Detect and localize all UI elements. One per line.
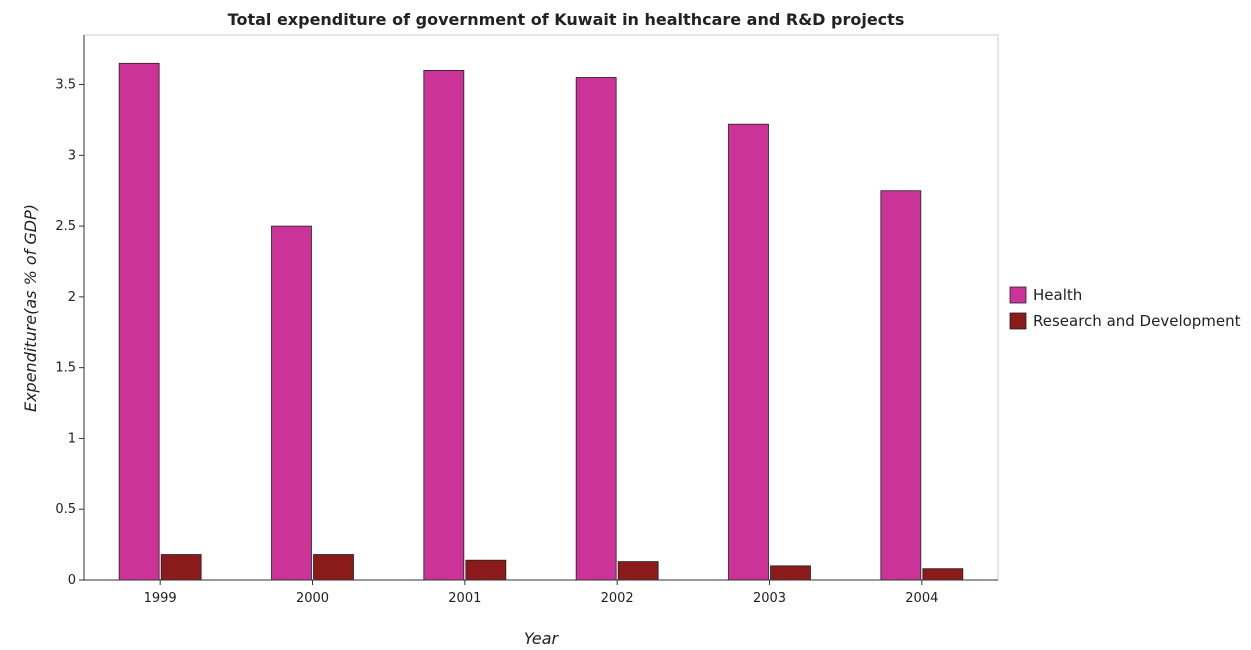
legend-swatch	[1009, 286, 1027, 304]
y-tick-label: 0	[68, 573, 76, 588]
legend-swatch	[1009, 312, 1027, 330]
bar-research-and-development	[313, 554, 354, 581]
bar-research-and-development	[922, 568, 964, 581]
bar-research-and-development	[617, 561, 659, 581]
y-tick-label: 0.5	[55, 502, 76, 517]
chart-title: Total expenditure of government of Kuwai…	[228, 10, 905, 29]
bar-research-and-development	[465, 559, 507, 581]
x-axis: 1999 2000 2001 2002 2003 2004	[84, 579, 998, 606]
x-tick-label: 2004	[905, 591, 938, 606]
y-axis: 0 0.5 1 1.5 2 2.5 3 3.5	[55, 35, 85, 588]
bar-research-and-development	[770, 565, 811, 581]
x-tick-label: 2000	[296, 591, 329, 606]
x-tick-label: 2002	[601, 591, 634, 606]
y-tick-label: 1.5	[55, 361, 76, 376]
bar-health	[880, 190, 922, 581]
bar-health	[728, 123, 769, 581]
bar-health	[423, 69, 465, 581]
bar-research-and-development	[160, 554, 202, 581]
legend-label: Research and Development	[1033, 312, 1241, 330]
y-axis-label: Expenditure(as % of GDP)	[21, 204, 40, 412]
y-tick-label: 1	[68, 431, 76, 446]
bars	[118, 62, 964, 581]
legend: Health Research and Development	[1009, 286, 1241, 330]
y-tick-label: 2.5	[55, 219, 76, 234]
y-tick-label: 2	[68, 290, 76, 305]
y-tick-label: 3.5	[55, 78, 76, 93]
x-axis-label: Year	[524, 629, 560, 648]
bar-health	[118, 62, 160, 581]
legend-label: Health	[1033, 286, 1082, 304]
bar-health	[271, 225, 312, 581]
x-tick-label: 1999	[144, 591, 177, 606]
x-tick-label: 2003	[753, 591, 786, 606]
bar-health	[575, 77, 617, 581]
y-tick-label: 3	[68, 148, 76, 163]
x-tick-label: 2001	[448, 591, 481, 606]
